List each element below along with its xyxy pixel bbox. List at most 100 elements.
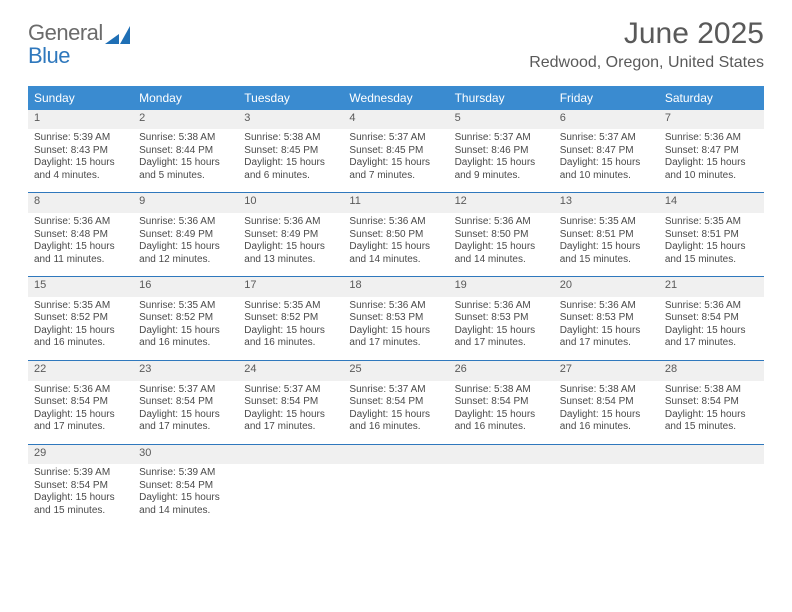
daylight-line: Daylight: 15 hours and 7 minutes.: [349, 157, 442, 182]
sunrise-line: Sunrise: 5:36 AM: [34, 216, 127, 229]
calendar-daynum-cell: 22: [28, 360, 133, 380]
calendar-daynum-cell: 16: [133, 277, 238, 297]
day-number: 25: [349, 363, 442, 377]
page-title: June 2025: [529, 18, 764, 50]
sunset-line: Sunset: 8:54 PM: [34, 480, 127, 493]
sunrise-line: Sunrise: 5:37 AM: [244, 384, 337, 397]
sunset-line: Sunset: 8:54 PM: [349, 396, 442, 409]
day-number: 30: [139, 447, 232, 461]
calendar-day-cell: Sunrise: 5:36 AMSunset: 8:50 PMDaylight:…: [343, 213, 448, 274]
sunrise-line: Sunrise: 5:39 AM: [34, 467, 127, 480]
calendar-daynum-cell: 30: [133, 444, 238, 464]
calendar-daynum-cell: 18: [343, 277, 448, 297]
calendar-day-cell: Sunrise: 5:35 AMSunset: 8:52 PMDaylight:…: [238, 297, 343, 358]
calendar-day-cell: Sunrise: 5:36 AMSunset: 8:54 PMDaylight:…: [28, 381, 133, 442]
sunrise-line: Sunrise: 5:37 AM: [349, 132, 442, 145]
calendar-day-cell: Sunrise: 5:36 AMSunset: 8:53 PMDaylight:…: [449, 297, 554, 358]
brand-word-2: Blue: [28, 43, 70, 68]
daylight-line: Daylight: 15 hours and 10 minutes.: [665, 157, 758, 182]
calendar-day-cell: Sunrise: 5:36 AMSunset: 8:53 PMDaylight:…: [343, 297, 448, 358]
daylight-line: Daylight: 15 hours and 16 minutes.: [34, 325, 127, 350]
calendar-daynum-cell: 2: [133, 110, 238, 130]
calendar-daynum-cell: [238, 444, 343, 464]
calendar-week-row: Sunrise: 5:39 AMSunset: 8:54 PMDaylight:…: [28, 464, 764, 525]
sunrise-line: Sunrise: 5:36 AM: [665, 132, 758, 145]
daylight-line: Daylight: 15 hours and 15 minutes.: [665, 409, 758, 434]
calendar-daynum-row: 29 30: [28, 444, 764, 464]
day-number: 18: [349, 279, 442, 293]
calendar-day-cell: Sunrise: 5:37 AMSunset: 8:45 PMDaylight:…: [343, 129, 448, 190]
calendar-daynum-cell: 17: [238, 277, 343, 297]
day-number: 24: [244, 363, 337, 377]
daylight-line: Daylight: 15 hours and 17 minutes.: [560, 325, 653, 350]
calendar-daynum-cell: [343, 444, 448, 464]
calendar-day-cell: Sunrise: 5:37 AMSunset: 8:54 PMDaylight:…: [343, 381, 448, 442]
daylight-line: Daylight: 15 hours and 17 minutes.: [244, 409, 337, 434]
calendar-daynum-cell: 21: [659, 277, 764, 297]
sunrise-line: Sunrise: 5:36 AM: [349, 216, 442, 229]
sunset-line: Sunset: 8:54 PM: [455, 396, 548, 409]
calendar-daynum-cell: 19: [449, 277, 554, 297]
sunrise-line: Sunrise: 5:38 AM: [244, 132, 337, 145]
calendar-day-cell: Sunrise: 5:36 AMSunset: 8:47 PMDaylight:…: [659, 129, 764, 190]
day-number: 9: [139, 195, 232, 209]
sunrise-line: Sunrise: 5:39 AM: [34, 132, 127, 145]
calendar-day-cell: Sunrise: 5:35 AMSunset: 8:51 PMDaylight:…: [659, 213, 764, 274]
brand-logo: General Blue: [28, 18, 131, 68]
sunset-line: Sunset: 8:52 PM: [244, 312, 337, 325]
brand-mark-icon: [105, 22, 131, 46]
daylight-line: Daylight: 15 hours and 11 minutes.: [34, 241, 127, 266]
calendar-header-cell: Monday: [133, 86, 238, 110]
calendar-day-cell: Sunrise: 5:39 AMSunset: 8:54 PMDaylight:…: [28, 464, 133, 525]
calendar-daynum-cell: 5: [449, 110, 554, 130]
calendar-daynum-cell: 25: [343, 360, 448, 380]
calendar-table: SundayMondayTuesdayWednesdayThursdayFrid…: [28, 86, 764, 526]
day-number: 3: [244, 112, 337, 126]
sunset-line: Sunset: 8:46 PM: [455, 145, 548, 158]
daylight-line: Daylight: 15 hours and 10 minutes.: [560, 157, 653, 182]
calendar-daynum-cell: 10: [238, 193, 343, 213]
day-number: 28: [665, 363, 758, 377]
daylight-line: Daylight: 15 hours and 14 minutes.: [139, 492, 232, 517]
sunrise-line: Sunrise: 5:35 AM: [139, 300, 232, 313]
sunset-line: Sunset: 8:54 PM: [139, 480, 232, 493]
sunrise-line: Sunrise: 5:38 AM: [139, 132, 232, 145]
day-number: 16: [139, 279, 232, 293]
calendar-day-cell: Sunrise: 5:38 AMSunset: 8:54 PMDaylight:…: [659, 381, 764, 442]
calendar-daynum-cell: 1: [28, 110, 133, 130]
calendar-daynum-cell: 24: [238, 360, 343, 380]
sunrise-line: Sunrise: 5:35 AM: [244, 300, 337, 313]
calendar-day-cell: Sunrise: 5:36 AMSunset: 8:50 PMDaylight:…: [449, 213, 554, 274]
daylight-line: Daylight: 15 hours and 15 minutes.: [34, 492, 127, 517]
calendar-week-row: Sunrise: 5:36 AMSunset: 8:48 PMDaylight:…: [28, 213, 764, 274]
sunrise-line: Sunrise: 5:36 AM: [34, 384, 127, 397]
calendar-day-cell: Sunrise: 5:36 AMSunset: 8:49 PMDaylight:…: [238, 213, 343, 274]
calendar-week-row: Sunrise: 5:35 AMSunset: 8:52 PMDaylight:…: [28, 297, 764, 358]
sunset-line: Sunset: 8:52 PM: [34, 312, 127, 325]
daylight-line: Daylight: 15 hours and 16 minutes.: [244, 325, 337, 350]
calendar-daynum-cell: [659, 444, 764, 464]
calendar-header-cell: Thursday: [449, 86, 554, 110]
calendar-day-cell: Sunrise: 5:39 AMSunset: 8:43 PMDaylight:…: [28, 129, 133, 190]
sunset-line: Sunset: 8:53 PM: [560, 312, 653, 325]
calendar-daynum-cell: 20: [554, 277, 659, 297]
calendar-week-row: Sunrise: 5:39 AMSunset: 8:43 PMDaylight:…: [28, 129, 764, 190]
calendar-day-cell: Sunrise: 5:35 AMSunset: 8:52 PMDaylight:…: [28, 297, 133, 358]
header-bar: General Blue June 2025 Redwood, Oregon, …: [28, 18, 764, 72]
calendar-header-cell: Wednesday: [343, 86, 448, 110]
calendar-week-row: Sunrise: 5:36 AMSunset: 8:54 PMDaylight:…: [28, 381, 764, 442]
calendar-daynum-cell: 29: [28, 444, 133, 464]
sunset-line: Sunset: 8:50 PM: [349, 229, 442, 242]
sunset-line: Sunset: 8:54 PM: [665, 396, 758, 409]
calendar-daynum-cell: 12: [449, 193, 554, 213]
page-subtitle: Redwood, Oregon, United States: [529, 54, 764, 72]
sunset-line: Sunset: 8:48 PM: [34, 229, 127, 242]
daylight-line: Daylight: 15 hours and 4 minutes.: [34, 157, 127, 182]
calendar-daynum-cell: [554, 444, 659, 464]
day-number: 21: [665, 279, 758, 293]
calendar-header-row: SundayMondayTuesdayWednesdayThursdayFrid…: [28, 86, 764, 110]
calendar-day-cell: Sunrise: 5:36 AMSunset: 8:48 PMDaylight:…: [28, 213, 133, 274]
day-number: 6: [560, 112, 653, 126]
calendar-day-cell: Sunrise: 5:36 AMSunset: 8:49 PMDaylight:…: [133, 213, 238, 274]
sunrise-line: Sunrise: 5:37 AM: [560, 132, 653, 145]
